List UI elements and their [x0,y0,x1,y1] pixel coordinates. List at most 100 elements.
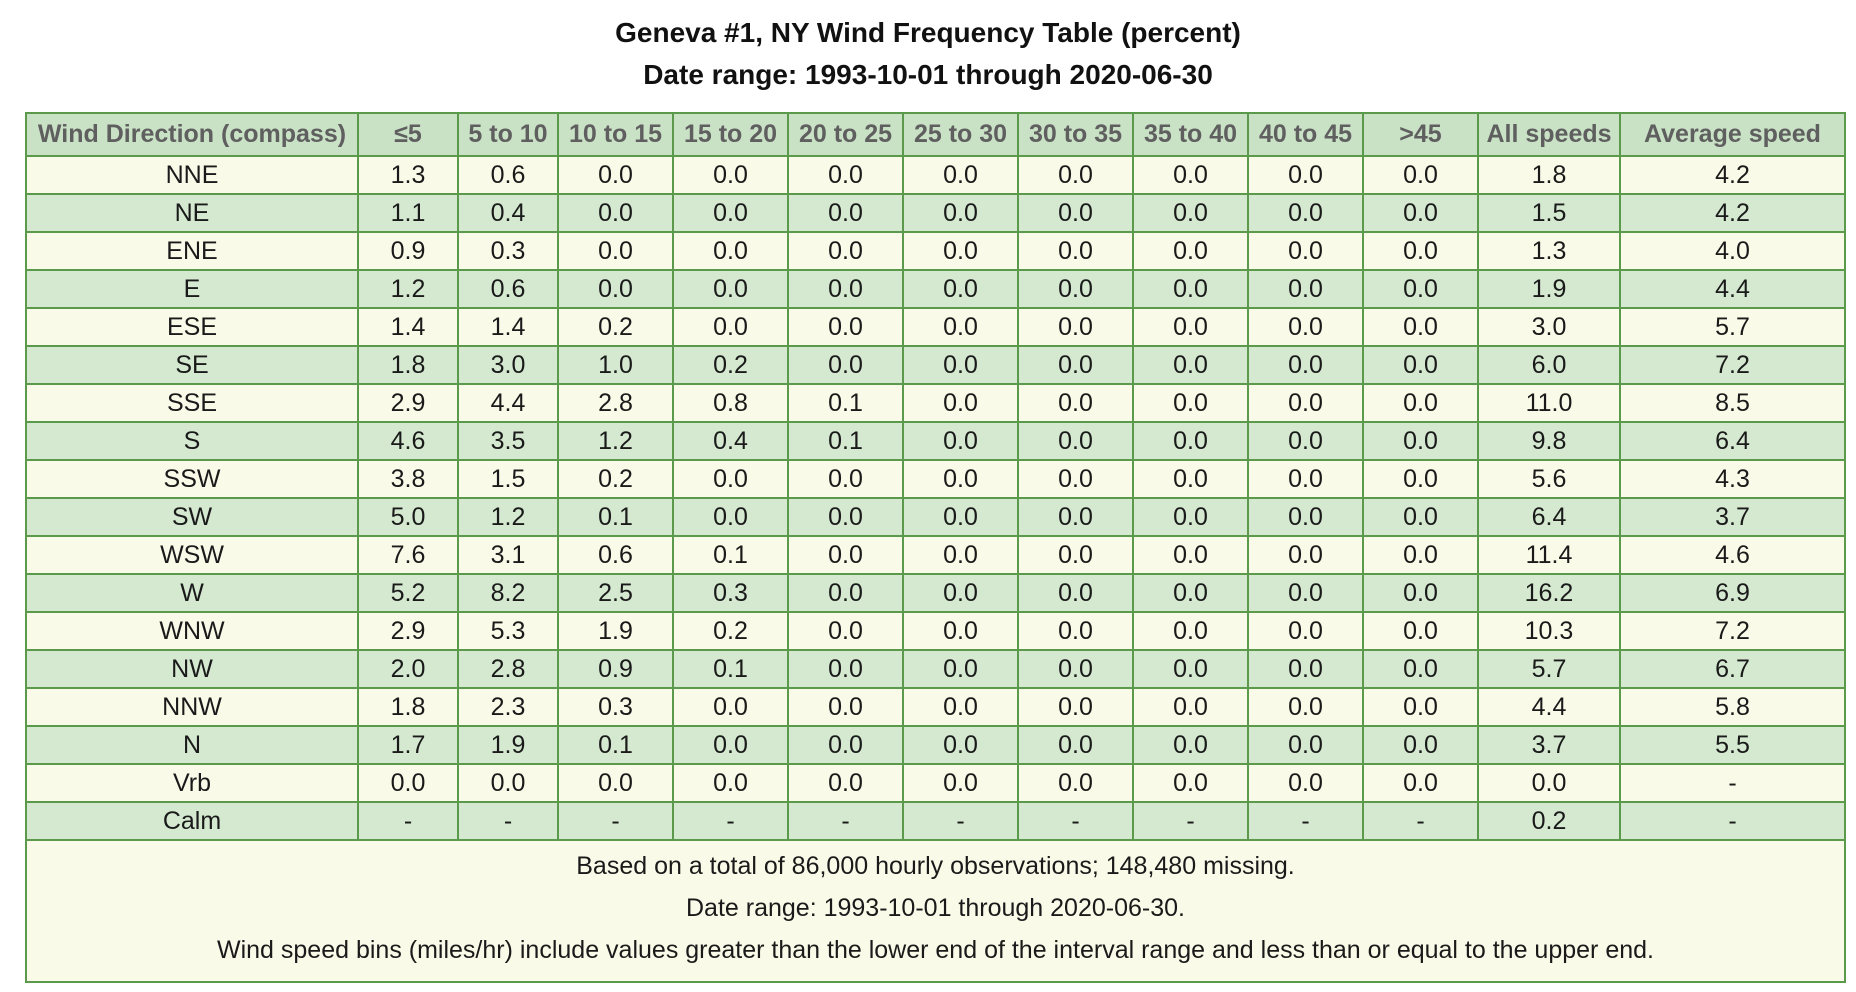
value-cell: 0.0 [1132,193,1249,233]
value-cell: - [357,801,459,841]
value-cell: 0.0 [902,649,1019,689]
table-row: SSW 3.8 1.5 0.2 0.0 0.0 0.0 0.0 0.0 0.0 0.0 5.6 4.3 [25,459,1846,499]
table-wrap: Wind Direction (compass) ≤5 5 to 10 10 to 1… [25,112,1846,983]
value-cell: 2.9 [357,383,459,423]
value-cell: 0.2 [672,345,789,385]
value-cell: 0.0 [672,725,789,765]
value-cell: 0.0 [1247,497,1364,537]
column-header: 5 to 10 [457,112,559,157]
value-cell: 0.0 [902,307,1019,347]
value-cell: 6.7 [1619,649,1846,689]
table-date-range: Date range: 1993-10-01 through 2020-06-3… [643,59,1213,90]
value-cell: 1.9 [1477,269,1621,309]
column-header: 40 to 45 [1247,112,1364,157]
direction-cell: NNE [25,155,359,195]
value-cell: 1.8 [1477,155,1621,195]
table-row: WSW 7.6 3.1 0.6 0.1 0.0 0.0 0.0 0.0 0.0 0.0 11.4 4.6 [25,535,1846,575]
value-cell: 0.0 [787,573,904,613]
value-cell: 0.0 [1132,383,1249,423]
value-cell: 0.0 [1132,269,1249,309]
value-cell: 9.8 [1477,421,1621,461]
value-cell: - [1362,801,1479,841]
table-row: Vrb 0.0 0.0 0.0 0.0 0.0 0.0 0.0 0.0 0.0 0.0 0.0- [25,763,1846,803]
column-header: All speeds [1477,112,1621,157]
table-row: E 1.2 0.6 0.0 0.0 0.0 0.0 0.0 0.0 0.0 0.0 1.9 4.4 [25,269,1846,309]
value-cell: 0.0 [1477,763,1621,803]
value-cell: 0.0 [557,193,674,233]
value-cell: 0.0 [1362,269,1479,309]
value-cell: 0.0 [1247,307,1364,347]
table-row: SSE 2.9 4.4 2.8 0.8 0.1 0.0 0.0 0.0 0.0 0.0 11.0 8.5 [25,383,1846,423]
value-cell: 0.0 [1247,421,1364,461]
table-row: NNE 1.3 0.6 0.0 0.0 0.0 0.0 0.0 0.0 0.0 0.0 1.8 4.2 [25,155,1846,195]
value-cell: 0.0 [1362,725,1479,765]
value-cell: 11.0 [1477,383,1621,423]
value-cell: 0.0 [1362,649,1479,689]
value-cell: 1.5 [1477,193,1621,233]
value-cell: 3.7 [1477,725,1621,765]
value-cell: 0.9 [357,231,459,271]
value-cell: 7.2 [1619,345,1846,385]
value-cell: 1.4 [457,307,559,347]
value-cell: 0.0 [557,763,674,803]
value-cell: 1.3 [357,155,459,195]
value-cell: - [902,801,1019,841]
value-cell: 0.0 [1017,573,1134,613]
value-cell: 0.0 [1247,383,1364,423]
value-cell: 0.1 [557,497,674,537]
value-cell: 0.0 [1362,763,1479,803]
table-row: SE 1.8 3.0 1.0 0.2 0.0 0.0 0.0 0.0 0.0 0.0 6.0 7.2 [25,345,1846,385]
table-row: N 1.7 1.9 0.1 0.0 0.0 0.0 0.0 0.0 0.0 0.0 3.7 5.5 [25,725,1846,765]
value-cell: 0.0 [1132,345,1249,385]
value-cell: 0.0 [1362,155,1479,195]
value-cell: 0.0 [1017,459,1134,499]
table-row: S 4.6 3.5 1.2 0.4 0.1 0.0 0.0 0.0 0.0 0.0 9.8 6.4 [25,421,1846,461]
value-cell: 0.0 [787,763,904,803]
value-cell: 1.5 [457,459,559,499]
direction-cell: NE [25,193,359,233]
value-cell: 1.9 [457,725,559,765]
value-cell: 0.0 [787,687,904,727]
table-row: WNW 2.9 5.3 1.9 0.2 0.0 0.0 0.0 0.0 0.0 0.0 10.3 7.2 [25,611,1846,651]
value-cell: 0.0 [557,155,674,195]
value-cell: 0.0 [787,193,904,233]
value-cell: 0.0 [902,611,1019,651]
value-cell: 0.0 [1017,421,1134,461]
value-cell: 0.0 [902,573,1019,613]
value-cell: 0.0 [1247,573,1364,613]
value-cell: 0.0 [672,155,789,195]
table-header: Wind Direction (compass) ≤5 5 to 10 10 to 1… [25,112,1846,157]
value-cell: 0.0 [1017,383,1134,423]
value-cell: 0.4 [457,193,559,233]
value-cell: 4.4 [1477,687,1621,727]
header-row: Wind Direction (compass) ≤5 5 to 10 10 to 1… [25,112,1846,157]
value-cell: 0.0 [787,307,904,347]
value-cell: 10.3 [1477,611,1621,651]
value-cell: 0.0 [787,269,904,309]
table-row: Calm - - - - - - - - - -0.2- [25,801,1846,841]
table-row: NNW 1.8 2.3 0.3 0.0 0.0 0.0 0.0 0.0 0.0 0.0 4.4 5.8 [25,687,1846,727]
direction-cell: Calm [25,801,359,841]
value-cell: 0.0 [1017,535,1134,575]
value-cell: - [1132,801,1249,841]
value-cell: 0.0 [1362,497,1479,537]
value-cell: 4.3 [1619,459,1846,499]
value-cell: 0.0 [1362,535,1479,575]
value-cell: 0.0 [1362,345,1479,385]
value-cell: 5.7 [1477,649,1621,689]
value-cell: 0.1 [787,383,904,423]
table-footer: Based on a total of 86,000 hourly observ… [25,839,1846,983]
value-cell: 0.0 [1247,155,1364,195]
value-cell: 0.0 [1017,155,1134,195]
value-cell: 6.0 [1477,345,1621,385]
value-cell: 0.0 [1132,611,1249,651]
direction-cell: N [25,725,359,765]
value-cell: 0.0 [902,535,1019,575]
value-cell: 0.0 [557,231,674,271]
column-header-direction: Wind Direction (compass) [25,112,359,157]
direction-cell: E [25,269,359,309]
direction-cell: ESE [25,307,359,347]
value-cell: 0.9 [557,649,674,689]
value-cell: - [1017,801,1134,841]
